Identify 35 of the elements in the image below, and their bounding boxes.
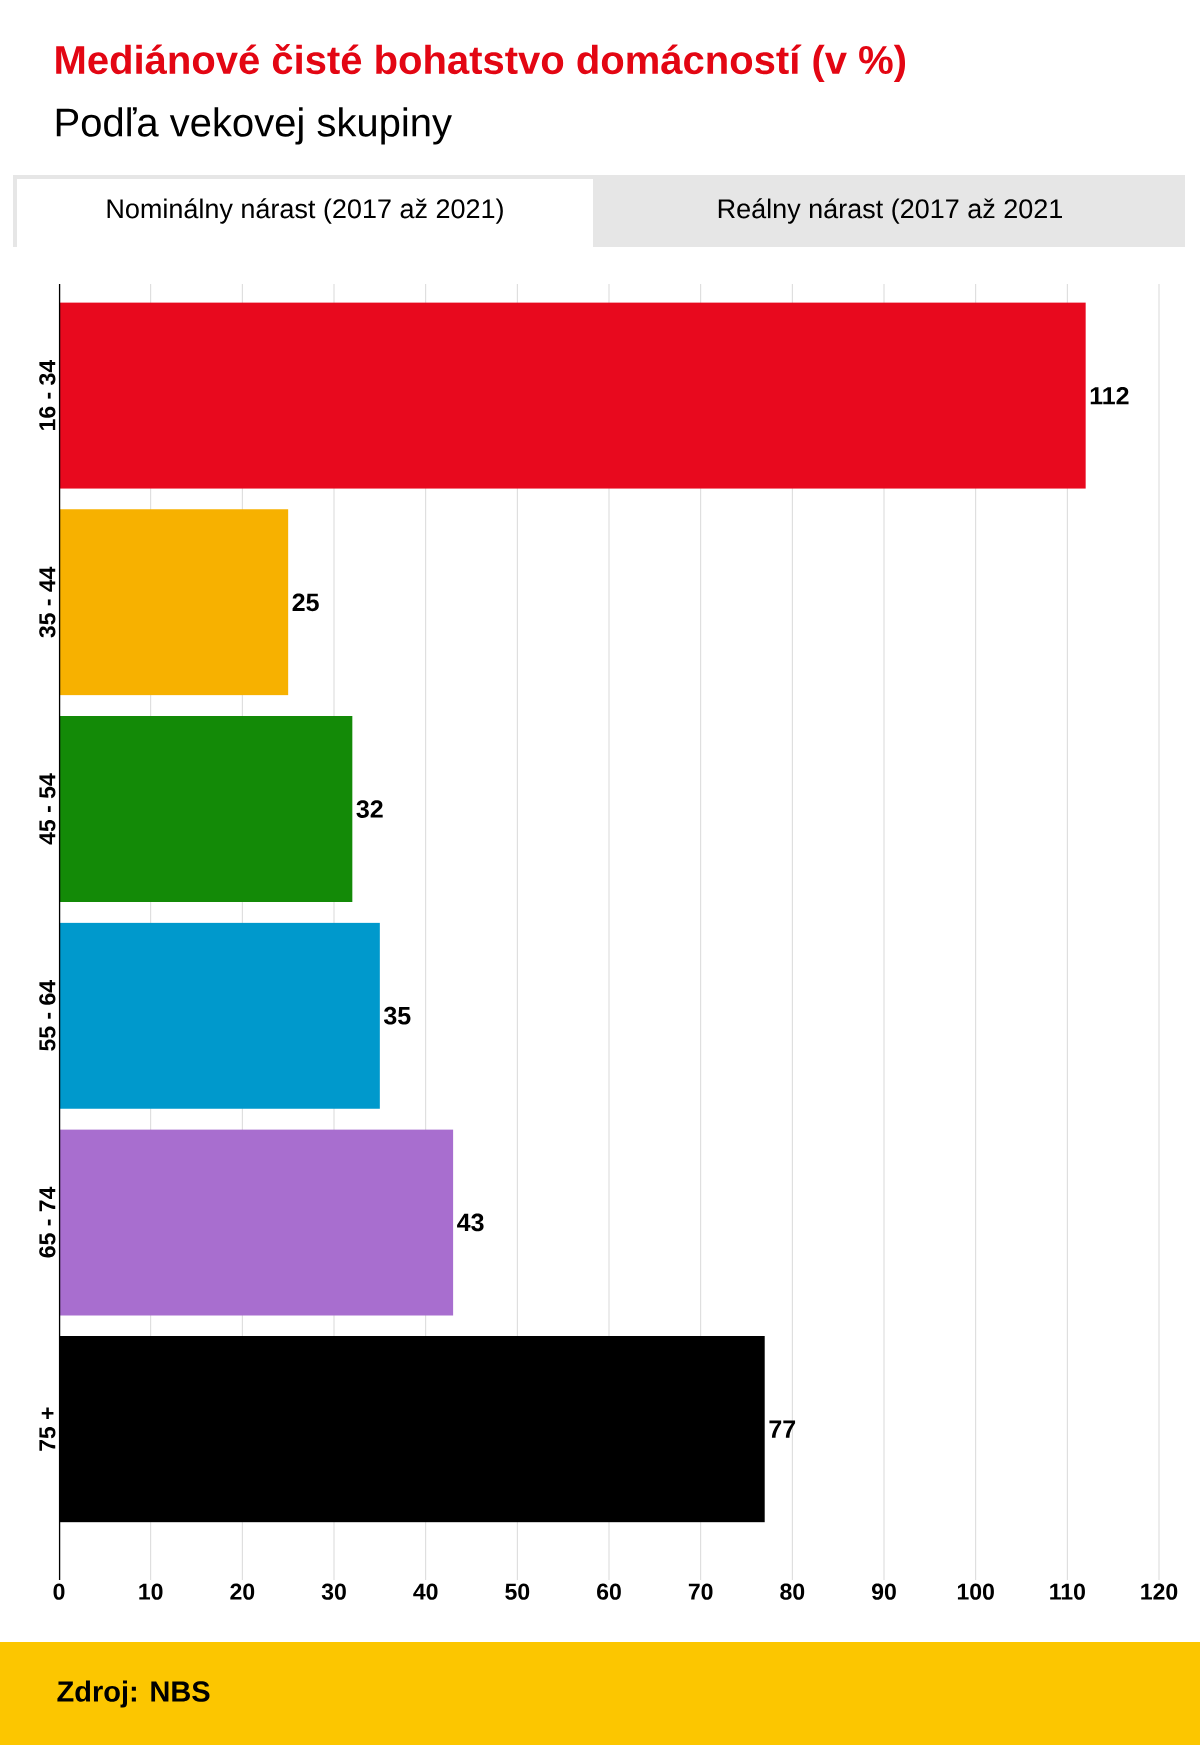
text: Zdroj: NBS xyxy=(57,1680,210,1708)
data-label: 35 xyxy=(383,1006,411,1025)
bar xyxy=(59,302,1086,489)
y-tick-label: 45 - 54 xyxy=(39,773,56,845)
data-label: 112 xyxy=(1090,386,1129,405)
y-tick-label: 65 - 74 xyxy=(39,1186,56,1258)
bar xyxy=(59,509,289,696)
y-tick-label: 16 - 34 xyxy=(39,359,56,430)
y-tick-label: 55 - 64 xyxy=(39,980,56,1051)
x-tick-label: 110 xyxy=(1050,1583,1085,1600)
chart-subtitle: Podľa vekovej skupiny xyxy=(56,107,452,145)
data-label: 32 xyxy=(356,800,383,818)
x-tick-label: 20 xyxy=(230,1583,255,1600)
text: Reálny nárast (2017 až 2021 xyxy=(718,198,1062,224)
y-tick-label: 35 - 44 xyxy=(39,566,56,638)
data-label: 77 xyxy=(769,1420,796,1438)
x-tick-label: 10 xyxy=(139,1583,163,1600)
text: Nominálny nárast (2017 až 2021) xyxy=(107,198,503,224)
x-tick-label: 90 xyxy=(872,1583,896,1600)
x-tick-label: 40 xyxy=(413,1583,438,1600)
bar xyxy=(59,922,380,1109)
x-tick-label: 30 xyxy=(321,1583,346,1600)
x-tick-label: 50 xyxy=(505,1583,530,1600)
chart-title: Mediánové čisté bohatstvo domácností (v %) xyxy=(56,43,906,83)
data-label: 43 xyxy=(457,1213,484,1232)
bar xyxy=(59,1129,454,1316)
x-tick-label: 60 xyxy=(597,1583,621,1600)
data-label: 25 xyxy=(292,593,319,612)
x-tick-label: 80 xyxy=(780,1583,805,1600)
y-tick-label: 75 + xyxy=(39,1407,56,1451)
x-tick-label: 0 xyxy=(53,1583,65,1600)
x-tick-label: 100 xyxy=(957,1583,994,1600)
x-tick-label: 120 xyxy=(1141,1583,1178,1600)
x-tick-label: 70 xyxy=(688,1583,713,1600)
bar xyxy=(59,716,353,903)
